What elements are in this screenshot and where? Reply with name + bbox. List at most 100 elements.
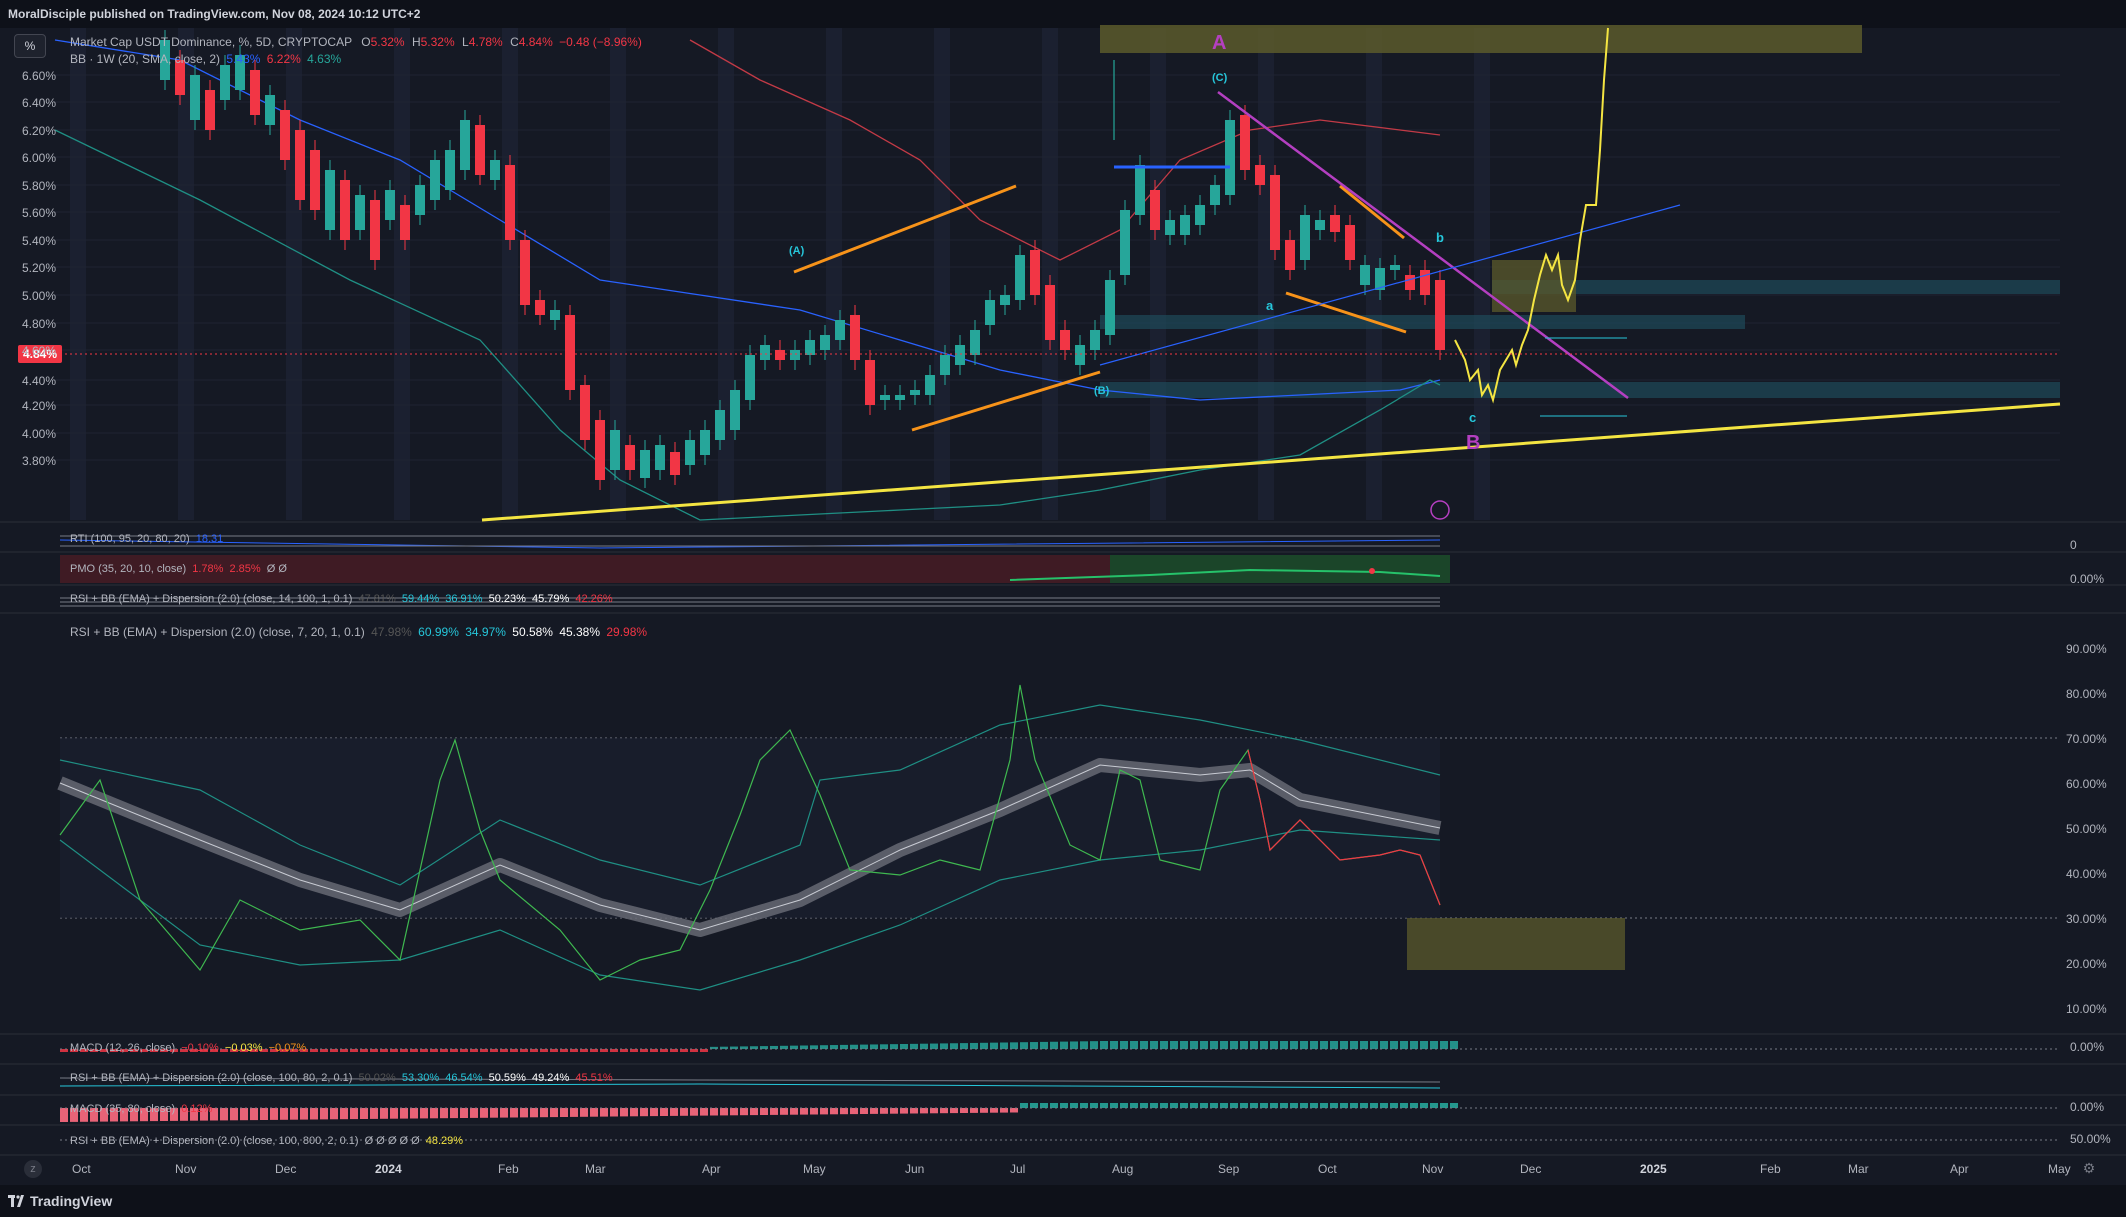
macd2-bar	[470, 1108, 478, 1118]
macd1-bar	[1310, 1041, 1318, 1049]
macd2-bar	[890, 1108, 898, 1114]
rsi7-tick-label: 50.00%	[2066, 822, 2107, 836]
wave-label-A: A	[1212, 32, 1227, 54]
macd1-bar	[930, 1043, 938, 1049]
macd2-bar	[1210, 1103, 1218, 1108]
legend-h-label: H	[411, 35, 421, 49]
time-tick-label: Dec	[1520, 1162, 1542, 1176]
zoom-icon[interactable]: z	[24, 1160, 42, 1178]
macd2-bar	[600, 1108, 608, 1117]
price-tick-label: 4.00%	[22, 427, 57, 441]
candle	[775, 350, 785, 360]
macd1-bar	[950, 1043, 958, 1049]
gear-icon[interactable]: ⚙	[2082, 1160, 2096, 1176]
macd1-bar	[1450, 1041, 1458, 1049]
macd2-bar	[370, 1108, 378, 1119]
macd2-bar	[280, 1108, 288, 1120]
candle	[1330, 215, 1340, 232]
candle	[160, 40, 170, 80]
macd2-bar	[1420, 1103, 1428, 1108]
macd1-bar	[730, 1046, 738, 1049]
lightning-icon	[1430, 500, 1450, 520]
rsi100-v0: 50.02%	[358, 1072, 396, 1084]
rsi7-v4: 45.38%	[559, 625, 601, 639]
macd1-v1: −0.10%	[181, 1042, 219, 1054]
time-tick-label: Nov	[1422, 1162, 1444, 1176]
candle	[1210, 185, 1220, 205]
trend-support-line	[481, 402, 2061, 522]
macd1-bar	[960, 1043, 968, 1049]
candle	[1090, 330, 1100, 350]
macd1-bar	[440, 1049, 448, 1052]
macd2-v1: 0.12%	[181, 1103, 213, 1115]
macd1-bar	[990, 1042, 998, 1049]
candle	[1015, 255, 1025, 300]
candle	[805, 340, 815, 355]
candle	[565, 315, 575, 390]
macd2-bar	[1310, 1103, 1318, 1108]
wave-orange-line-2	[911, 370, 1101, 432]
macd1-bar	[680, 1049, 688, 1052]
macd2-bar	[410, 1108, 418, 1119]
macd2-bar	[700, 1108, 708, 1116]
macd2-bar	[80, 1108, 88, 1122]
macd1-bar	[880, 1044, 888, 1049]
rti-axis-label: 0	[2070, 538, 2077, 552]
price-axis-strip	[2060, 28, 2126, 1185]
rsi7-target-box	[1407, 918, 1625, 970]
macd2-bar	[1170, 1103, 1178, 1108]
macd1-bar	[250, 1049, 258, 1052]
legend-o-label: O	[361, 35, 371, 49]
price-tick-label: 6.20%	[22, 124, 57, 138]
macd1-bar	[670, 1049, 678, 1052]
macd2-bar	[380, 1108, 388, 1119]
candle	[670, 452, 680, 475]
time-tick-label: Aug	[1112, 1162, 1134, 1176]
candle	[790, 350, 800, 360]
macd1-bar	[870, 1044, 878, 1049]
macd2-bar	[350, 1108, 358, 1120]
macd2-bar	[1100, 1103, 1108, 1108]
macd1-bar	[1040, 1041, 1048, 1049]
macd2-bar	[1330, 1103, 1338, 1108]
rsi14-v0: 47.81%	[358, 593, 396, 605]
bb-basis: 5.43%	[226, 52, 261, 66]
scale-percent-button[interactable]: %	[14, 34, 46, 58]
macd2-bar	[1410, 1103, 1418, 1108]
macd2-legend: MACD (35, 80, close) 0.12%	[70, 1103, 212, 1115]
macd2-bar	[980, 1108, 988, 1113]
macd2-bar	[870, 1108, 878, 1114]
rsi7-tick-label: 90.00%	[2066, 642, 2107, 656]
macd2-bar	[540, 1108, 548, 1118]
macd1-bar	[1200, 1041, 1208, 1049]
candle	[970, 330, 980, 355]
rti-label: RTI (100, 95, 20, 80, 20)	[70, 533, 190, 545]
macd2-bar	[1150, 1103, 1158, 1108]
rsi7-v0: 47.98%	[371, 625, 412, 639]
macd2-bar	[490, 1108, 498, 1118]
macd2-axis-label: 0.00%	[2070, 1100, 2105, 1114]
macd1-bar	[530, 1049, 538, 1052]
bb-legend-title: BB · 1W (20, SMA, close, 2)	[70, 52, 221, 66]
macd1-bar	[510, 1049, 518, 1052]
macd2-bar	[790, 1108, 798, 1115]
legend-close: 4.84%	[518, 35, 553, 49]
rsi800-v2: 48.29%	[425, 1135, 464, 1147]
current-price-tag: 4.84%	[18, 345, 63, 363]
macd1-bar	[1280, 1041, 1288, 1049]
macd2-bar	[250, 1108, 258, 1121]
time-tick-label: Feb	[498, 1162, 519, 1176]
macd1-bar	[1400, 1041, 1408, 1049]
projection-path	[1454, 27, 1609, 404]
macd1-bar	[700, 1049, 708, 1052]
macd1-bar	[1240, 1041, 1248, 1049]
price-tick-label: 5.00%	[22, 289, 57, 303]
time-tick-label: 2024	[375, 1162, 402, 1176]
rsi100-label: RSI + BB (EMA) + Dispersion (2.0) (close…	[70, 1072, 353, 1084]
wave-magenta-line	[1217, 90, 1629, 400]
wave-orange-line-3	[1339, 184, 1405, 240]
session-stripe	[394, 28, 410, 520]
candle	[850, 315, 860, 360]
macd2-bar	[480, 1108, 488, 1118]
